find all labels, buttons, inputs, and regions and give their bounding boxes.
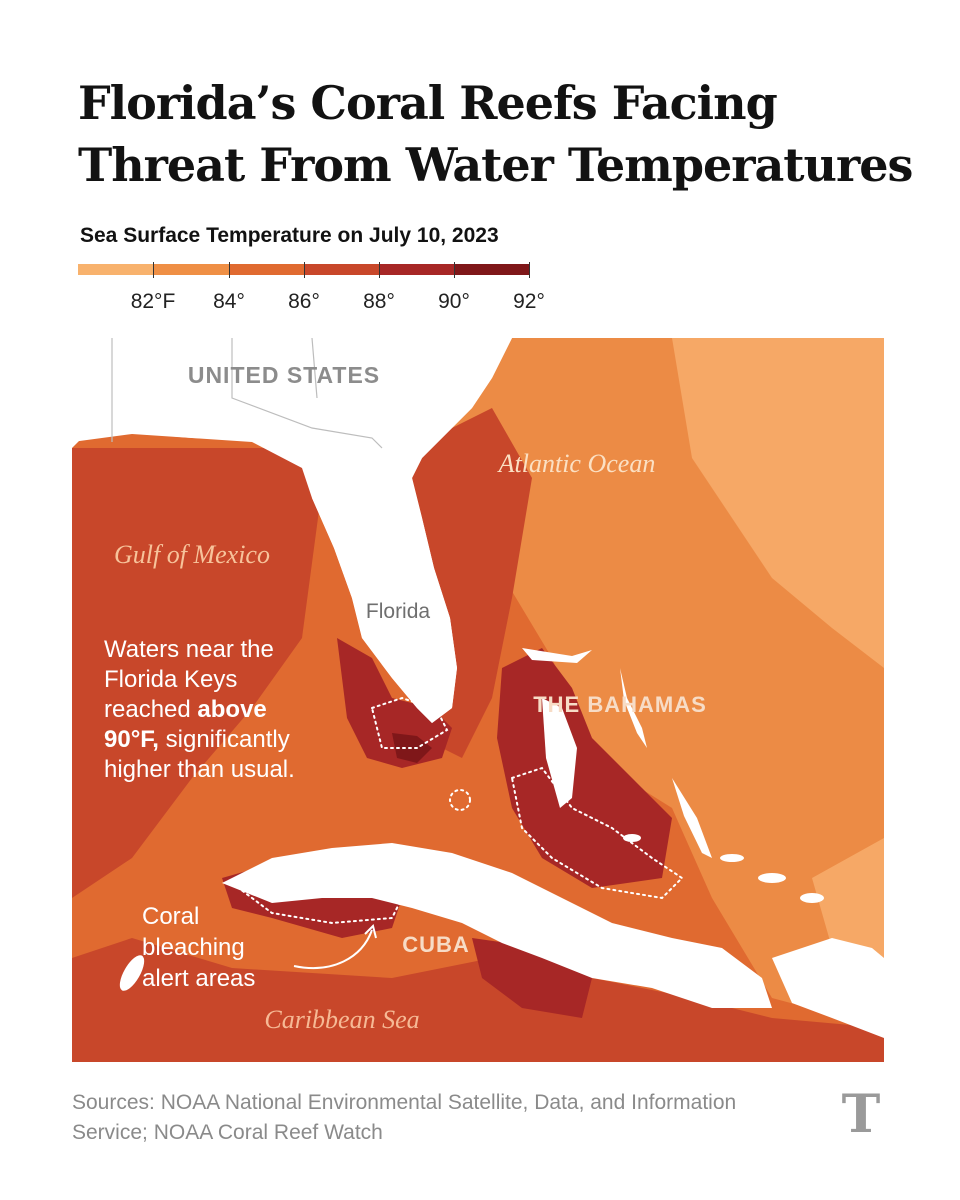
legend-tick <box>304 262 305 278</box>
andros-island <box>542 698 577 808</box>
label-united-states: UNITED STATES <box>188 362 380 388</box>
atlantic-cool-zone <box>672 338 884 668</box>
legend-label: 92° <box>513 290 545 313</box>
legend-label: 90° <box>438 290 470 313</box>
bahamas-islet <box>800 893 824 903</box>
caribbean-hot-zone <box>72 938 884 1062</box>
keys-hottest-zone <box>392 733 432 763</box>
hispaniola-land <box>772 938 884 1038</box>
legend-tick <box>379 262 380 278</box>
cuba-south-very-hot-zone <box>472 938 592 1018</box>
legend-tick <box>153 262 154 278</box>
label-the-bahamas: THE BAHAMAS <box>533 692 707 717</box>
annotation-florida-keys: Waters near the Florida Keys reached abo… <box>104 636 295 783</box>
label-florida: Florida <box>366 600 431 623</box>
bahamas-islet <box>758 873 786 883</box>
label-gulf-of-mexico: Gulf of Mexico <box>114 540 270 569</box>
state-borders <box>111 338 383 449</box>
legend-swatch <box>78 264 154 275</box>
legend-tick <box>229 262 230 278</box>
annotation-line: Waters near the <box>104 636 274 663</box>
alert-area-cuba-north <box>229 857 414 925</box>
annotation-line: alert areas <box>142 965 255 992</box>
alert-area-cay-sal <box>449 789 471 811</box>
alert-area-bahamas <box>510 766 684 900</box>
legend-swatch <box>228 264 304 275</box>
temperature-legend: 82°F 84° 86° 88° 90° 92° <box>78 262 545 322</box>
eleuthera-island <box>620 668 647 748</box>
legend-swatch <box>454 264 530 275</box>
sea-temperature-map: UNITED STATES Atlantic Ocean Gulf of Mex… <box>72 338 884 1062</box>
label-cuba: CUBA <box>402 932 470 957</box>
united-states-land <box>72 338 512 723</box>
nyt-logo-icon: T <box>842 1084 881 1144</box>
legend-color-bar <box>78 264 530 275</box>
annotation-line: reached above <box>104 696 267 723</box>
annotation-line: Coral <box>142 903 199 930</box>
svg-text:T: T <box>842 1084 881 1144</box>
keys-very-hot-zone <box>337 638 452 768</box>
bahamas-very-hot-zone <box>497 648 672 888</box>
annotation-line: Florida Keys <box>104 666 237 693</box>
map-svg: UNITED STATES Atlantic Ocean Gulf of Mex… <box>72 338 884 1062</box>
annotation-arrow <box>293 929 373 970</box>
bahamas-islet <box>720 854 744 862</box>
yucatan-tip <box>119 955 145 991</box>
legend-swatch <box>379 264 455 275</box>
gulf-hot-zone <box>72 448 322 898</box>
legend-label: 82°F <box>130 290 176 313</box>
annotation-line: higher than usual. <box>104 756 295 783</box>
alert-area-keys <box>370 696 449 749</box>
label-caribbean-sea: Caribbean Sea <box>264 1005 419 1034</box>
cuba-land <box>222 843 772 1008</box>
grand-bahama-island <box>522 648 592 663</box>
sources-note: Sources: NOAA National Environmental Sat… <box>72 1091 737 1144</box>
legend-swatch <box>303 264 380 275</box>
legend-label: 84° <box>213 290 245 313</box>
annotation-line: bleaching <box>142 934 245 961</box>
annotation-line: 90°F, significantly <box>104 726 290 753</box>
legend-tick <box>529 262 530 278</box>
legend-swatch <box>153 264 229 275</box>
long-island <box>672 778 712 858</box>
annotation-coral-bleaching: Coral bleaching alert areas <box>142 903 255 992</box>
legend-label: 86° <box>288 290 320 313</box>
legend-tick <box>454 262 455 278</box>
map-subtitle: Sea Surface Temperature on July 10, 2023 <box>80 224 499 247</box>
headline: Florida’s Coral Reefs Facing Threat From… <box>78 76 913 192</box>
legend-label: 88° <box>363 290 395 313</box>
arrow-head-icon <box>364 924 377 939</box>
atlantic-cool-patch <box>812 838 884 958</box>
label-atlantic-ocean: Atlantic Ocean <box>497 449 656 478</box>
